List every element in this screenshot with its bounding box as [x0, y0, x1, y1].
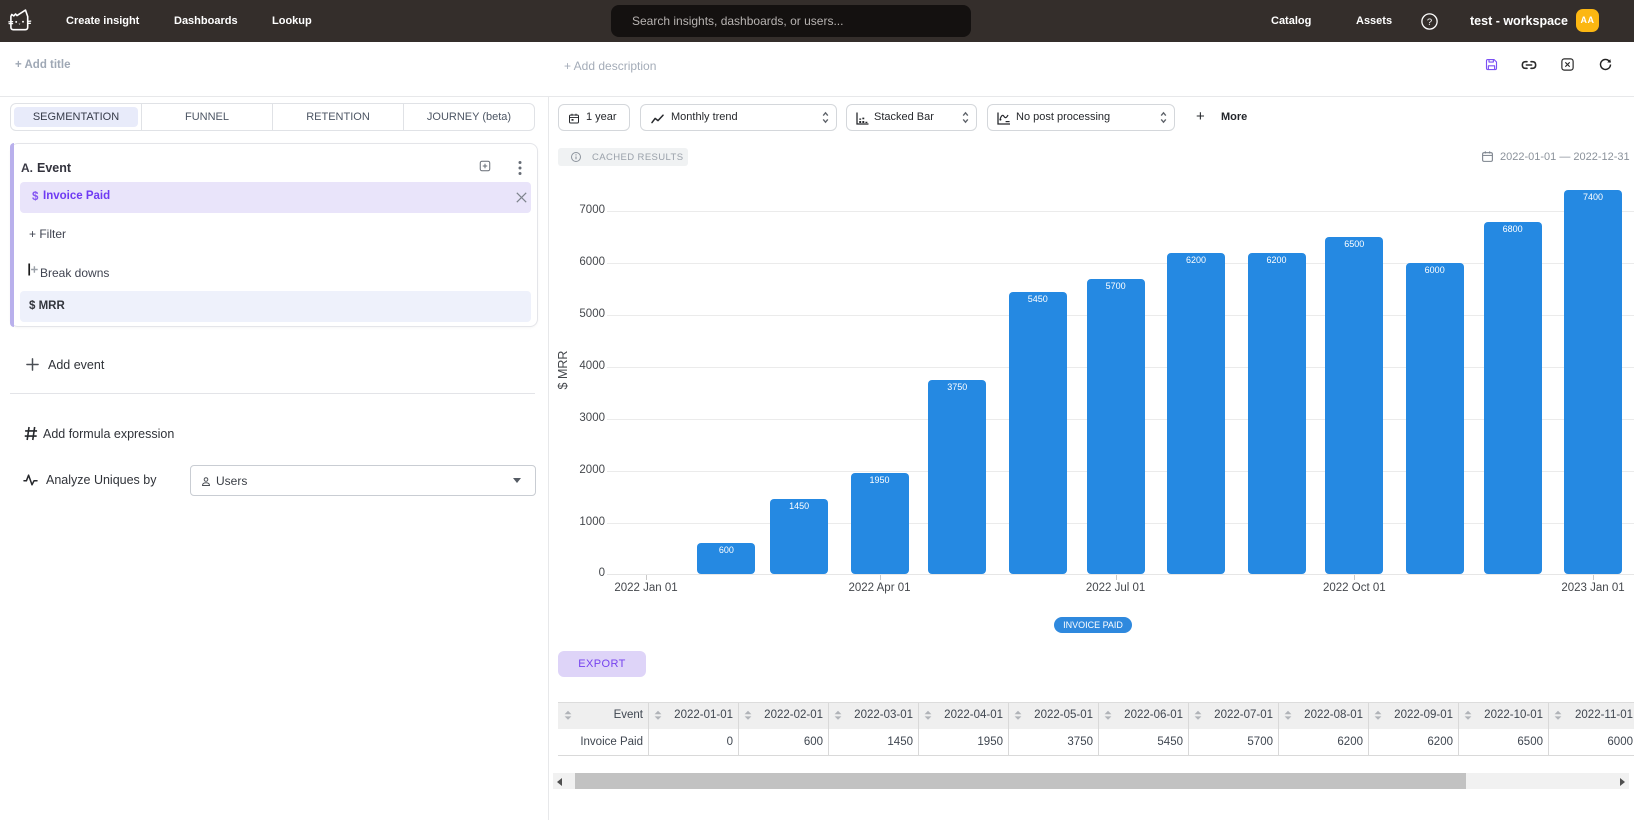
svg-text:?: ? [1427, 17, 1432, 28]
